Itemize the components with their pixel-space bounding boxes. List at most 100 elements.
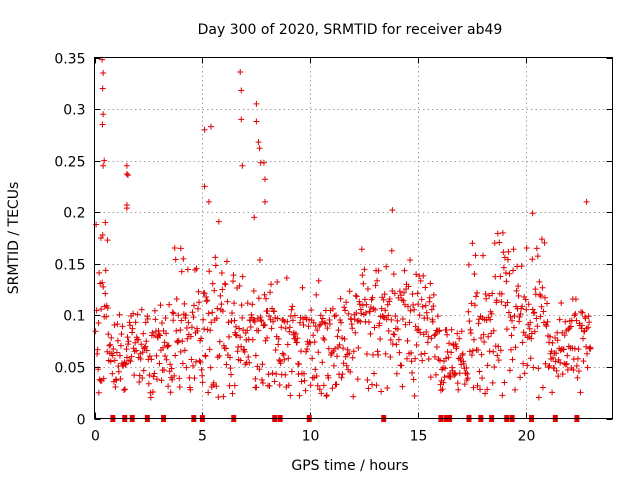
data-point	[505, 248, 512, 255]
data-point	[501, 379, 508, 386]
data-point	[408, 349, 415, 356]
data-point	[347, 368, 354, 375]
data-point	[541, 239, 548, 246]
data-point	[369, 381, 376, 388]
data-point	[513, 287, 520, 294]
data-point	[258, 318, 265, 325]
data-point	[198, 366, 205, 373]
data-point	[172, 352, 179, 359]
data-point	[245, 354, 252, 361]
data-point	[515, 292, 522, 299]
data-point	[296, 319, 303, 326]
data-point	[307, 382, 314, 389]
data-point	[313, 291, 320, 298]
data-point	[167, 389, 174, 396]
data-point	[471, 271, 478, 278]
data-point	[238, 302, 245, 309]
data-point	[367, 304, 374, 311]
data-point	[357, 306, 364, 313]
data-point	[231, 382, 238, 389]
data-point	[346, 288, 353, 295]
data-point	[333, 381, 340, 388]
data-point	[167, 361, 174, 368]
data-point	[222, 281, 229, 288]
data-point	[256, 366, 263, 373]
data-point	[494, 352, 501, 359]
data-point	[266, 313, 273, 320]
data-point	[488, 310, 495, 317]
data-point	[527, 319, 534, 326]
data-point	[314, 382, 321, 389]
data-point	[492, 273, 499, 280]
data-point	[189, 309, 196, 316]
data-point	[489, 379, 496, 386]
data-point	[478, 351, 485, 358]
data-point	[481, 339, 488, 346]
data-point	[255, 327, 262, 334]
data-point	[206, 346, 213, 353]
data-point	[125, 341, 132, 348]
data-point	[101, 157, 108, 164]
data-point	[271, 378, 278, 385]
data-point	[364, 377, 371, 384]
data-point	[472, 293, 479, 300]
data-point	[334, 353, 341, 360]
data-point	[323, 392, 330, 399]
data-point	[543, 300, 550, 307]
data-point	[508, 332, 515, 339]
data-point	[190, 314, 197, 321]
data-point	[370, 351, 377, 358]
data-point	[401, 301, 408, 308]
data-point	[545, 364, 552, 371]
x-tick-labels: 0 5 10 15 20	[91, 429, 535, 445]
data-point	[179, 338, 186, 345]
data-point	[163, 356, 170, 363]
data-point	[160, 327, 167, 334]
data-point	[284, 318, 291, 325]
data-point	[146, 353, 153, 360]
data-point	[100, 283, 107, 290]
data-point	[124, 334, 131, 341]
data-point	[482, 390, 489, 397]
data-point	[196, 299, 203, 306]
data-point	[425, 356, 432, 363]
data-point	[471, 302, 478, 309]
data-point	[127, 322, 134, 329]
data-point	[110, 345, 117, 352]
data-point	[326, 320, 333, 327]
data-point	[456, 370, 463, 377]
data-point	[534, 253, 541, 260]
data-point	[584, 350, 591, 357]
data-point	[477, 386, 484, 393]
data-point	[505, 309, 512, 316]
data-point	[123, 162, 130, 169]
data-point	[212, 262, 219, 269]
data-point	[401, 267, 408, 274]
data-point	[95, 366, 102, 373]
data-point	[420, 272, 427, 279]
data-point	[564, 366, 571, 373]
data-point	[275, 335, 282, 342]
data-point	[102, 267, 109, 274]
data-point	[189, 362, 196, 369]
data-point	[296, 392, 303, 399]
data-point	[165, 383, 172, 390]
data-point	[265, 371, 272, 378]
data-point	[553, 350, 560, 357]
data-point	[207, 364, 214, 371]
data-point	[361, 296, 368, 303]
data-point	[131, 372, 138, 379]
data-point	[166, 301, 173, 308]
data-point	[124, 172, 131, 179]
data-point	[282, 325, 289, 332]
data-point	[375, 351, 382, 358]
data-point	[347, 315, 354, 322]
data-point	[361, 266, 368, 273]
data-point	[274, 278, 281, 285]
data-point	[268, 281, 275, 288]
data-point	[126, 319, 133, 326]
data-point	[201, 326, 208, 333]
data-point	[374, 277, 381, 284]
data-point	[526, 325, 533, 332]
